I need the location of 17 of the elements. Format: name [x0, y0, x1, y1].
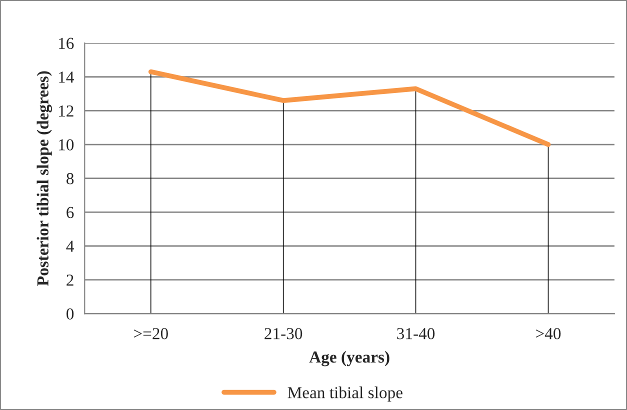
y-tick-label: 0	[66, 308, 74, 320]
x-tick-label: >=20	[134, 328, 168, 340]
x-tick-label: >40	[536, 328, 561, 340]
y-tick-label: 16	[59, 38, 74, 49]
y-tick-label: 10	[59, 139, 74, 150]
y-tick-label: 14	[59, 72, 74, 83]
y-tick-label: 12	[59, 105, 74, 116]
x-axis-title: Age (years)	[309, 350, 390, 366]
y-axis-title: Posterior tibial slope (degrees)	[36, 71, 52, 286]
x-tick-label: 21-30	[264, 328, 302, 340]
legend-label: Mean tibial slope	[288, 386, 402, 402]
y-tick-label: 6	[66, 206, 74, 218]
line-series	[148, 69, 551, 147]
x-tick-label: 31-40	[397, 328, 435, 340]
y-tick-label: 8	[66, 173, 74, 184]
y-tick-label: 4	[66, 240, 74, 252]
y-tick-label: 2	[66, 274, 74, 286]
